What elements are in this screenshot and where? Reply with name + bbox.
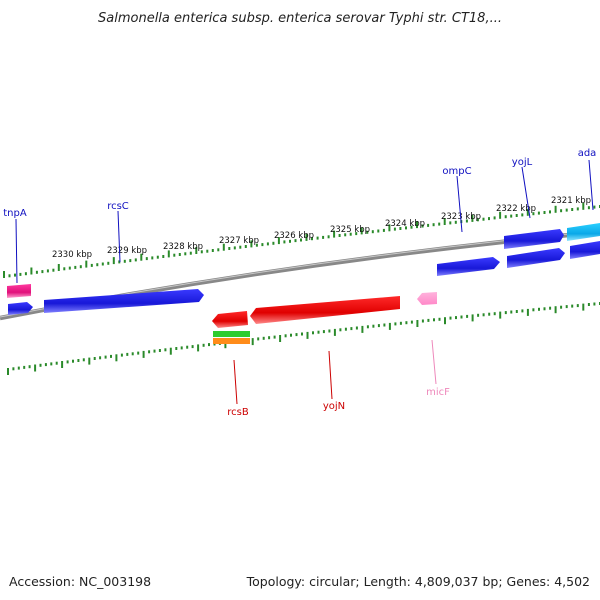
accession-text: Accession: NC_003198 <box>9 574 151 589</box>
gene-feature[interactable] <box>8 302 33 315</box>
scale-label: 2322 kbp <box>496 204 536 214</box>
scale-label: 2327 kbp <box>219 236 259 246</box>
scale-label: 2325 kbp <box>330 225 370 235</box>
ada-leader <box>588 159 594 211</box>
lower-scale-ticks <box>7 302 600 375</box>
gene-labels: tnpA rcsC ompC yojL ada rcsB yojN micF <box>3 148 596 418</box>
orange-feature[interactable] <box>213 338 250 344</box>
micF-feature[interactable] <box>417 292 437 305</box>
rcsC-leader <box>117 210 121 263</box>
reverse-strand-genes <box>212 296 400 328</box>
gene-label-tnpA[interactable]: tnpA <box>3 208 27 219</box>
yojN-feature[interactable] <box>250 296 400 324</box>
gene-label-ompC[interactable]: ompC <box>442 166 471 177</box>
topology-summary: Topology: circular; Length: 4,809,037 bp… <box>246 574 590 589</box>
gene-feature[interactable] <box>437 257 500 276</box>
forward-strand-genes <box>8 229 600 315</box>
gene-label-yojL[interactable]: yojL <box>512 157 533 168</box>
ada-feature[interactable] <box>567 223 600 241</box>
scale-label: 2330 kbp <box>52 250 92 260</box>
gene-label-rcsC[interactable]: rcsC <box>107 201 129 212</box>
other-upper-features <box>7 223 600 298</box>
scale-label: 2329 kbp <box>107 246 147 256</box>
gene-label-micF[interactable]: micF <box>426 387 450 398</box>
scale-label: 2321 kbp <box>551 196 591 206</box>
micF-leader <box>431 339 437 385</box>
gene-feature[interactable] <box>504 229 564 249</box>
tnpA-leader <box>15 218 18 284</box>
gene-label-rcsB[interactable]: rcsB <box>227 407 249 418</box>
tnpA-feature[interactable] <box>7 284 31 298</box>
yojL-leader <box>521 166 531 219</box>
ompC-leader <box>456 175 463 233</box>
misc-lower-features <box>213 292 437 344</box>
rcsB-leader <box>233 359 238 405</box>
scale-label: 2324 kbp <box>385 219 425 229</box>
map-title: Salmonella enterica subsp. enterica sero… <box>98 11 502 26</box>
gene-label-ada[interactable]: ada <box>578 148 597 159</box>
rcsB-feature[interactable] <box>212 311 248 328</box>
scale-label: 2328 kbp <box>163 242 203 252</box>
green-feature[interactable] <box>213 331 250 337</box>
scale-labels: 2330 kbp 2329 kbp 2328 kbp 2327 kbp 2326… <box>52 196 591 260</box>
gene-feature[interactable] <box>570 241 600 259</box>
gene-feature[interactable] <box>507 248 565 268</box>
label-leaders <box>15 159 594 405</box>
scale-label: 2326 kbp <box>274 231 314 241</box>
yojN-leader <box>328 350 333 400</box>
gene-feature[interactable] <box>44 289 204 313</box>
gene-label-yojN[interactable]: yojN <box>323 401 345 412</box>
